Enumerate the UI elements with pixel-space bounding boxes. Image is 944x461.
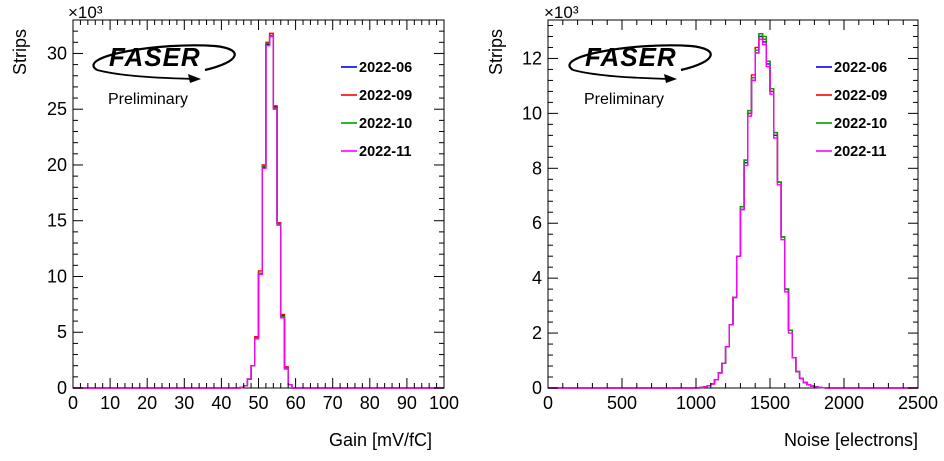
gain-x-tick-label: 60 bbox=[286, 393, 306, 413]
gain-x-tick-label: 10 bbox=[100, 393, 120, 413]
gain-x-tick-label: 30 bbox=[174, 393, 194, 413]
gain-y-multiplier: ×10³ bbox=[68, 3, 103, 22]
noise-x-tick-label: 1500 bbox=[750, 393, 790, 413]
gain-x-tick-label: 20 bbox=[137, 393, 157, 413]
noise-y-tick-label: 2 bbox=[532, 323, 542, 343]
gain-x-axis-label: Gain [mV/fC] bbox=[329, 430, 432, 450]
noise-x-axis-label: Noise [electrons] bbox=[784, 430, 918, 450]
noise-x-tick-label: 2500 bbox=[898, 393, 938, 413]
gain-y-tick-label: 25 bbox=[47, 99, 67, 119]
gain-x-tick-label: 90 bbox=[397, 393, 417, 413]
noise-y-tick-label: 12 bbox=[522, 48, 542, 68]
gain-x-tick-label: 100 bbox=[429, 393, 459, 413]
noise-legend-label-2022-11: 2022-11 bbox=[834, 144, 886, 160]
noise-y-tick-label: 10 bbox=[522, 103, 542, 123]
noise-y-tick-label: 4 bbox=[532, 268, 542, 288]
gain-legend-label-2022-10: 2022-10 bbox=[359, 116, 412, 132]
noise-x-tick-label: 500 bbox=[607, 393, 637, 413]
preliminary-label: Preliminary bbox=[108, 91, 188, 108]
gain-y-tick-label: 10 bbox=[47, 266, 67, 286]
noise-x-tick-label: 0 bbox=[543, 393, 553, 413]
gain-legend-label-2022-11: 2022-11 bbox=[359, 144, 411, 160]
noise-legend-label-2022-06: 2022-06 bbox=[834, 60, 887, 76]
noise-y-axis-label: Strips bbox=[486, 29, 506, 75]
noise-y-tick-label: 0 bbox=[532, 378, 542, 398]
gain-y-tick-label: 30 bbox=[47, 43, 67, 63]
gain-y-tick-label: 0 bbox=[57, 378, 67, 398]
noise-legend-label-2022-09: 2022-09 bbox=[834, 88, 887, 104]
gain-x-tick-label: 50 bbox=[248, 393, 268, 413]
gain-x-tick-label: 70 bbox=[323, 393, 343, 413]
preliminary-label: Preliminary bbox=[584, 91, 664, 108]
gain-x-tick-label: 40 bbox=[211, 393, 231, 413]
gain-y-tick-label: 20 bbox=[47, 155, 67, 175]
gain-x-tick-label: 80 bbox=[360, 393, 380, 413]
noise-y-multiplier: ×10³ bbox=[544, 3, 579, 22]
gain-x-tick-label: 0 bbox=[68, 393, 78, 413]
noise-y-tick-label: 8 bbox=[532, 158, 542, 178]
noise-legend-label-2022-10: 2022-10 bbox=[834, 116, 887, 132]
gain-legend-label-2022-09: 2022-09 bbox=[359, 88, 412, 104]
gain-y-tick-label: 15 bbox=[47, 211, 67, 231]
gain-legend-label-2022-06: 2022-06 bbox=[359, 60, 412, 76]
noise-y-tick-label: 6 bbox=[532, 213, 542, 233]
logo-text: FASER bbox=[109, 42, 201, 72]
noise-x-tick-label: 1000 bbox=[676, 393, 716, 413]
noise-x-tick-label: 2000 bbox=[824, 393, 864, 413]
gain-y-axis-label: Strips bbox=[10, 29, 30, 75]
gain-y-tick-label: 5 bbox=[57, 322, 67, 342]
logo-text: FASER bbox=[585, 42, 677, 72]
